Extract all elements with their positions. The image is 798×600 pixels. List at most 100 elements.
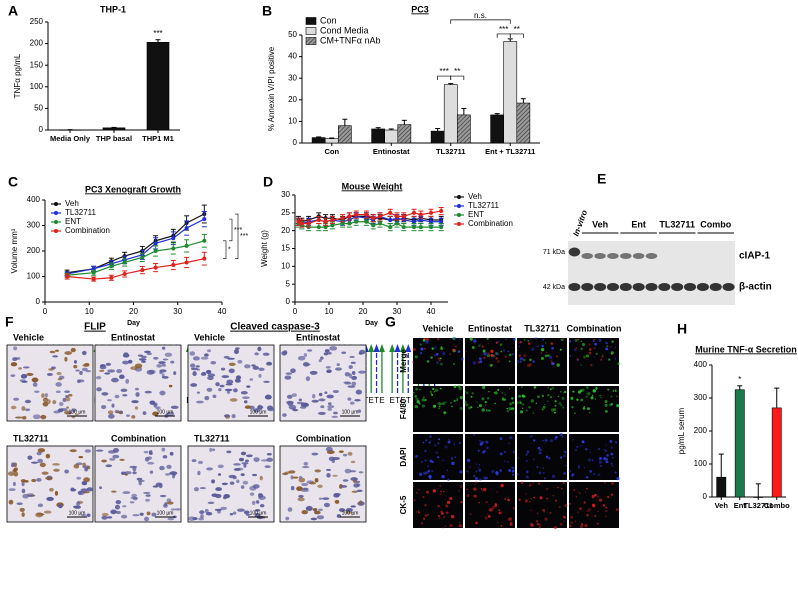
signal	[579, 445, 582, 447]
signal	[571, 405, 574, 409]
cell	[196, 391, 201, 394]
y-tick-label: 300	[694, 393, 708, 402]
signal	[551, 386, 555, 390]
marker	[378, 221, 382, 226]
error-bar	[507, 38, 513, 42]
y-tick-label: 30	[288, 73, 297, 82]
cell	[355, 389, 363, 395]
cell	[318, 359, 322, 363]
cell	[47, 399, 51, 404]
signal	[532, 481, 534, 484]
signal	[422, 441, 425, 444]
cell	[323, 352, 329, 356]
dose-label: T	[406, 396, 411, 405]
marker	[153, 249, 158, 253]
y-tick-label: 5	[286, 279, 291, 288]
signal	[440, 402, 443, 405]
signal	[425, 340, 429, 344]
y-tick-label: 200	[694, 426, 708, 435]
signal	[512, 473, 515, 476]
y-tick-label: 20	[281, 226, 290, 235]
signal	[592, 389, 596, 393]
cell	[298, 494, 304, 498]
x-tick-label: 40	[218, 307, 227, 316]
signal	[508, 407, 512, 411]
signal	[431, 470, 434, 473]
signal	[536, 520, 539, 523]
bar	[58, 129, 82, 131]
cell	[298, 477, 306, 483]
cell	[236, 467, 244, 471]
signal	[561, 338, 564, 341]
marker	[202, 217, 207, 222]
cell	[301, 466, 310, 469]
signal	[589, 451, 592, 454]
fluorescence-image	[411, 336, 465, 384]
signal	[564, 464, 567, 467]
blot-band	[645, 283, 658, 291]
signal	[470, 395, 473, 398]
signal	[565, 452, 568, 455]
signal	[460, 357, 465, 361]
marker	[184, 260, 189, 265]
signal	[562, 406, 565, 409]
annotation: ***	[440, 67, 449, 76]
signal	[508, 517, 513, 521]
panel-label: E	[597, 171, 606, 187]
cell	[242, 480, 249, 485]
signal	[604, 449, 608, 453]
cell	[244, 405, 252, 409]
legend-label: ENT	[468, 210, 484, 219]
cell	[80, 488, 89, 492]
x-axis-label: Day	[365, 320, 378, 327]
signal	[460, 500, 463, 504]
legend-marker	[457, 222, 461, 226]
signal	[441, 475, 445, 479]
signal	[477, 449, 480, 452]
signal	[577, 338, 580, 341]
cell	[298, 398, 303, 402]
condition-label: Entinostat	[468, 323, 512, 333]
x-tick-label: Entinostat	[373, 147, 410, 156]
signal	[558, 401, 562, 406]
signal	[473, 487, 477, 491]
signal	[475, 470, 478, 473]
blot-band	[645, 253, 658, 259]
cell	[31, 478, 37, 483]
cell	[10, 374, 16, 378]
significance-bracket	[235, 213, 239, 259]
significance-bracket	[509, 33, 524, 38]
cell	[243, 400, 248, 404]
cell	[134, 387, 139, 391]
y-tick-label: 25	[281, 208, 290, 217]
cell	[325, 468, 332, 471]
y-tick-label: 250	[30, 17, 44, 26]
signal	[574, 412, 576, 415]
signal	[563, 516, 566, 519]
signal	[428, 475, 432, 479]
scale-label: 100 µm	[342, 409, 359, 415]
cell	[55, 390, 61, 394]
cell	[75, 413, 79, 416]
signal	[500, 350, 503, 353]
signal	[450, 514, 455, 519]
cell	[305, 506, 313, 511]
cell	[287, 507, 293, 512]
signal	[444, 445, 448, 449]
signal	[488, 390, 490, 393]
signal	[547, 387, 549, 389]
signal	[439, 357, 442, 360]
signal	[495, 357, 498, 360]
legend-label: CM+TNFα nAb	[320, 35, 380, 45]
signal	[612, 456, 614, 459]
signal	[498, 509, 501, 512]
cell	[343, 381, 351, 384]
cell	[296, 486, 303, 492]
cell	[287, 401, 294, 407]
cell	[356, 489, 363, 493]
significance-bracket	[496, 33, 511, 38]
bar	[503, 41, 518, 144]
signal	[494, 391, 498, 395]
signal	[593, 347, 596, 350]
